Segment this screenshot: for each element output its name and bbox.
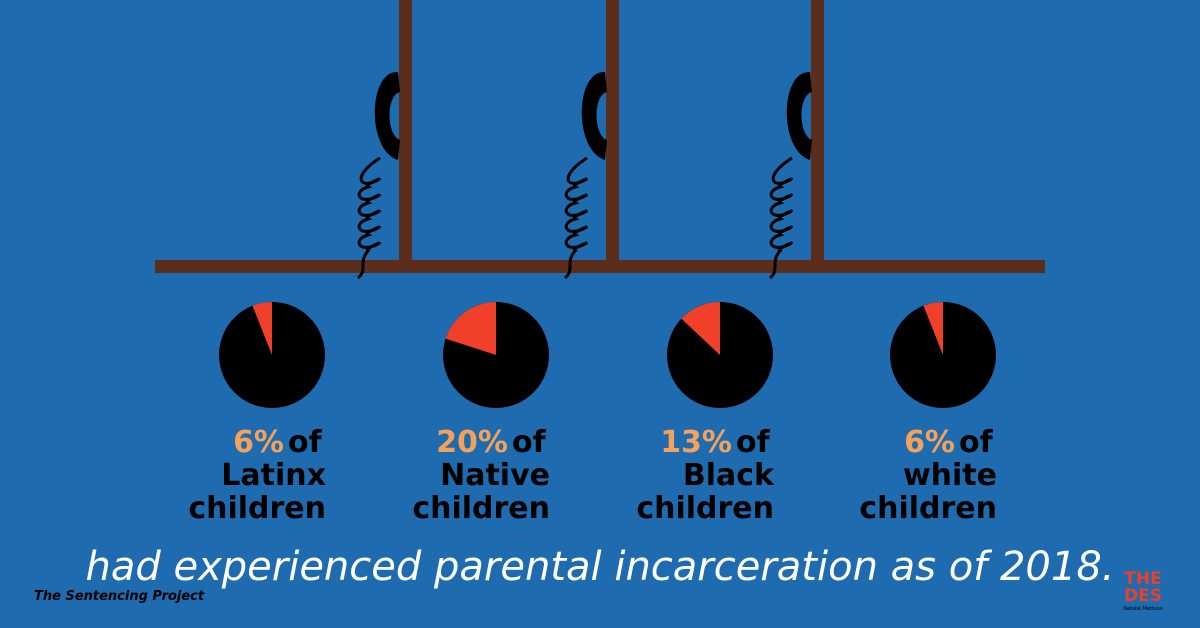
pipes — [155, 0, 1045, 273]
pie-slice — [445, 302, 496, 355]
pie-slice — [681, 302, 720, 355]
pie-label: of — [512, 425, 547, 460]
caption: had experienced parental incarceration a… — [86, 544, 1115, 590]
phone-handset — [786, 71, 812, 160]
pie-label: children — [188, 491, 326, 526]
source: The Sentencing Project — [34, 589, 205, 604]
pie-label: children — [412, 491, 550, 526]
pie-label: children — [636, 491, 774, 526]
pie-label: Latinx — [221, 458, 326, 493]
pie-slice — [923, 302, 943, 355]
value-label: 6% — [904, 425, 955, 460]
pie-label: Black — [683, 458, 775, 493]
logo-line: THE — [1124, 569, 1161, 589]
horizontal-pipe — [155, 260, 1045, 273]
value-label: 6% — [233, 425, 284, 460]
phone-cord — [563, 156, 588, 280]
vertical-pipe — [811, 0, 824, 266]
logo-author: Natalie Mattson — [1123, 606, 1162, 612]
vertical-pipe — [606, 0, 619, 266]
phone-handset — [581, 71, 607, 160]
pie-label: Native — [440, 458, 550, 493]
logo-line: DES — [1124, 586, 1162, 606]
value-label: 13% — [660, 425, 732, 460]
pie-slice — [252, 302, 272, 355]
pie-label: white — [903, 458, 997, 493]
value-label: 20% — [436, 425, 508, 460]
phone-handset — [374, 71, 400, 160]
vertical-pipe — [399, 0, 412, 266]
pie-label: children — [859, 491, 997, 526]
phone-cord — [356, 156, 381, 280]
pie-label: of — [288, 425, 323, 460]
pie-label: of — [736, 425, 771, 460]
pie-label: of — [959, 425, 994, 460]
phones — [356, 71, 812, 280]
phone-cord — [768, 156, 793, 280]
